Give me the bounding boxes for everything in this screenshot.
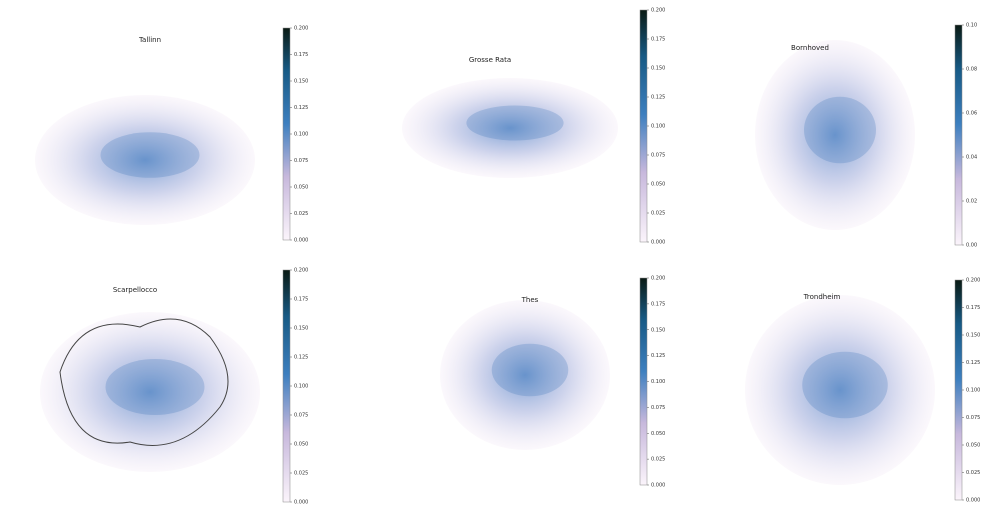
colorbar-tick-label: 0.025 [294, 471, 308, 477]
colorbar-tick-label: 0.125 [294, 355, 308, 361]
colorbar-tick-label: 0.04 [966, 155, 977, 161]
colorbar-tick-label: 0.000 [651, 483, 665, 489]
colorbar-tick-label: 0.050 [651, 431, 665, 437]
colorbar-tick-label: 0.08 [966, 67, 977, 73]
colorbar-tick-label: 0.150 [651, 327, 665, 333]
colorbar-tick-label: 0.150 [651, 66, 665, 72]
colorbar-tick-label: 0.050 [966, 443, 980, 449]
colorbar-tick-label: 0.000 [294, 500, 308, 506]
panel-title: Trondheim [803, 293, 841, 301]
colorbar-tick-label: 0.150 [294, 79, 308, 85]
colorbar-tick-label: 0.000 [651, 240, 665, 246]
colorbar-tick-label: 0.025 [651, 457, 665, 463]
colorbar-tick-label: 0.175 [651, 301, 665, 307]
colorbar-tick-label: 0.000 [966, 498, 980, 504]
colorbar-tick-label: 0.200 [294, 26, 308, 32]
colorbar-tick-label: 0.075 [294, 158, 308, 164]
colorbar-tick-label: 0.200 [651, 276, 665, 282]
colorbar-tick-label: 0.150 [294, 326, 308, 332]
colorbar [282, 27, 291, 241]
density-map [35, 95, 255, 225]
colorbar-tick-label: 0.06 [966, 111, 977, 117]
colorbar-tick-label: 0.075 [651, 153, 665, 159]
density-core [100, 132, 200, 178]
colorbar-tick-label: 0.125 [966, 360, 980, 366]
colorbar [954, 24, 963, 246]
colorbar-tick-label: 0.075 [966, 415, 980, 421]
colorbar-tick-label: 0.075 [294, 413, 308, 419]
colorbar-tick-label: 0.200 [651, 8, 665, 14]
density-map [40, 312, 260, 472]
colorbar-tick-label: 0.175 [294, 297, 308, 303]
colorbar-tick-label: 0.10 [966, 23, 977, 29]
panel-title: Bornhoved [791, 44, 829, 52]
colorbar-tick-label: 0.100 [294, 384, 308, 390]
panel-title: Grosse Rata [469, 56, 511, 64]
colorbar [954, 279, 963, 501]
boundary [59, 318, 229, 446]
density-core [804, 96, 876, 164]
panel-title: Scarpellocco [113, 286, 157, 294]
colorbar-tick-label: 0.050 [651, 182, 665, 188]
density-map [402, 78, 618, 178]
colorbar-tick-label: 0.025 [294, 211, 308, 217]
colorbar-tick-label: 0.150 [966, 333, 980, 339]
colorbar [639, 277, 648, 486]
density-map [440, 300, 610, 450]
colorbar-tick-label: 0.00 [966, 243, 977, 249]
colorbar-tick-label: 0.075 [651, 405, 665, 411]
colorbar-tick-label: 0.050 [294, 185, 308, 191]
colorbar-tick-label: 0.175 [294, 52, 308, 58]
colorbar-tick-label: 0.175 [966, 305, 980, 311]
panel-title: Tallinn [138, 36, 161, 44]
colorbar-tick-label: 0.000 [294, 238, 308, 244]
density-core [466, 105, 564, 141]
colorbar-tick-label: 0.025 [966, 470, 980, 476]
colorbar-tick-label: 0.02 [966, 199, 977, 205]
colorbar-tick-label: 0.125 [294, 105, 308, 111]
colorbar-tick-label: 0.025 [651, 211, 665, 217]
colorbar-tick-label: 0.200 [966, 278, 980, 284]
colorbar-tick-label: 0.175 [651, 37, 665, 43]
density-core [802, 351, 888, 419]
colorbar-tick-label: 0.100 [651, 379, 665, 385]
density-core [491, 343, 569, 397]
colorbar-tick-label: 0.200 [294, 268, 308, 274]
colorbar-tick-label: 0.100 [651, 124, 665, 130]
density-map [745, 295, 935, 485]
colorbar-tick-label: 0.050 [294, 442, 308, 448]
colorbar-tick-label: 0.125 [651, 95, 665, 101]
colorbar [282, 269, 291, 503]
density-core [105, 359, 205, 415]
colorbar-tick-label: 0.100 [294, 132, 308, 138]
density-map [755, 40, 915, 230]
colorbar-tick-label: 0.100 [966, 388, 980, 394]
colorbar-tick-label: 0.125 [651, 353, 665, 359]
colorbar [639, 9, 648, 243]
panel-title: Thes [521, 296, 539, 304]
